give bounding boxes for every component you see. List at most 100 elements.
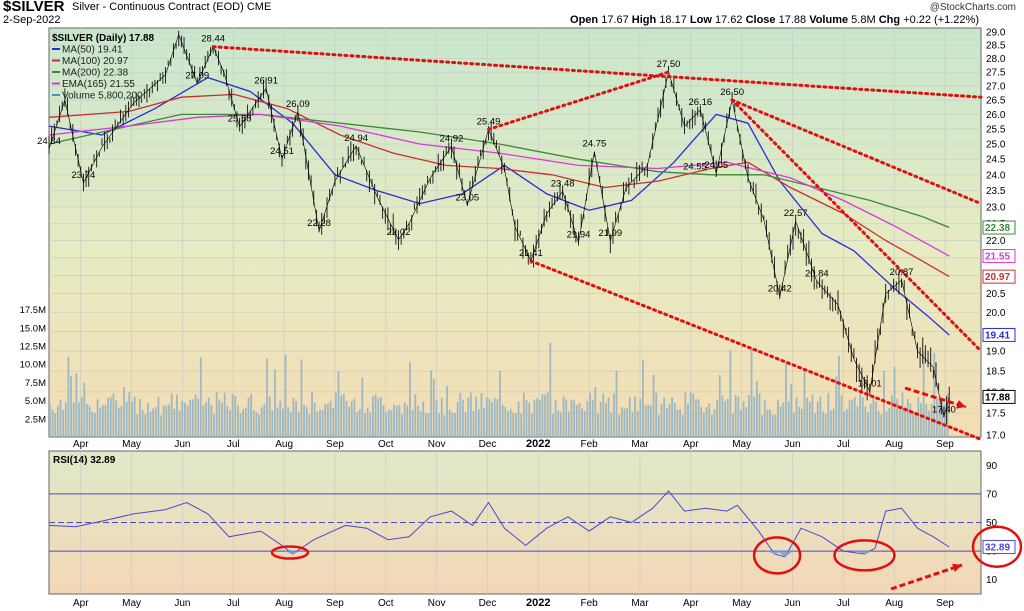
volume-bar: [181, 401, 184, 437]
volume-bar: [864, 406, 867, 437]
volume-bar: [774, 414, 777, 437]
volume-bar: [67, 356, 70, 437]
volume-bar: [520, 413, 523, 437]
volume-bar: [141, 409, 144, 437]
volume-bar: [205, 402, 208, 437]
rsi-x-tick-label: Mar: [631, 598, 649, 609]
price-annotation: 24.84: [37, 136, 61, 147]
chart-date: 2-Sep-2022: [3, 14, 61, 26]
volume-bar: [883, 370, 885, 437]
volume-bar: [350, 401, 353, 437]
volume-bar: [721, 395, 724, 437]
volume-bar: [120, 405, 123, 437]
volume-bar: [184, 402, 186, 437]
volume-label: Volume: [809, 14, 849, 26]
volume-bar: [660, 404, 663, 437]
legend-entry: MA(50) 19.41: [62, 45, 123, 56]
rsi-highlight-circle: [833, 539, 896, 572]
volume-bar: [536, 398, 538, 437]
rsi-x-tick-label: Dec: [479, 598, 497, 609]
volume-bar: [644, 405, 647, 437]
volume-bar: [554, 399, 557, 437]
volume-bar: [488, 398, 491, 437]
volume-bar: [578, 403, 581, 437]
volume-bar: [631, 412, 634, 437]
high-label: High: [631, 14, 657, 26]
x-tick-label: Feb: [581, 439, 599, 450]
volume-bar: [313, 402, 316, 437]
volume-bar: [546, 392, 549, 437]
volume-bar: [766, 409, 769, 437]
y-tick-label: 19.0: [986, 347, 1006, 358]
volume-bar: [308, 413, 311, 437]
x-tick-label: Jul: [227, 439, 240, 450]
volume-bar: [755, 380, 758, 437]
volume-bar: [710, 414, 713, 437]
volume-bar: [896, 398, 899, 437]
volume-bar: [748, 395, 750, 437]
x-tick-label: Aug: [885, 439, 903, 450]
volume-bar: [890, 395, 893, 437]
volume-bar: [806, 397, 809, 437]
volume-bar: [340, 395, 343, 437]
volume-bar: [628, 397, 631, 437]
price-annotation: 28.44: [201, 34, 225, 45]
legend-entry: Volume 5,800,200: [62, 91, 143, 102]
volume-bar: [477, 409, 480, 437]
x-tick-label: 2022: [526, 438, 550, 450]
rsi-x-tick-label: Oct: [378, 598, 394, 609]
y-tick-label: 25.5: [986, 125, 1006, 136]
volume-bar: [321, 410, 324, 437]
low-value: 17.62: [714, 14, 743, 26]
volume-tick-label: 12.5M: [20, 341, 46, 352]
volume-bar: [573, 400, 576, 437]
x-tick-label: Sep: [326, 439, 344, 450]
volume-bar: [72, 402, 75, 437]
volume-bar: [650, 405, 652, 437]
volume-bar: [605, 403, 607, 437]
volume-bar: [808, 401, 811, 437]
volume-bar: [663, 397, 666, 437]
volume-bar: [620, 407, 623, 437]
volume-bar: [512, 412, 515, 437]
volume-bar: [448, 409, 451, 437]
volume-bar: [493, 397, 496, 437]
volume-bar: [379, 396, 382, 437]
volume-bar: [186, 405, 189, 437]
rsi-y-tick-label: 70: [986, 489, 998, 500]
volume-bar: [202, 404, 205, 437]
volume-bar: [803, 368, 806, 437]
volume-bar: [586, 401, 589, 437]
volume-bar: [443, 414, 446, 437]
volume-bar: [750, 349, 753, 437]
series-line-ema-165-: [48, 113, 950, 257]
volume-bar: [869, 403, 872, 437]
volume-bar: [800, 409, 803, 437]
volume-bar: [70, 376, 72, 437]
volume-bar: [64, 402, 67, 437]
y-tick-label: 20.0: [986, 308, 1006, 319]
volume-bar: [139, 398, 141, 437]
volume-bar: [880, 414, 883, 437]
volume-bar: [427, 413, 430, 437]
price-annotation: 26.50: [720, 87, 744, 98]
volume-bar: [178, 410, 181, 437]
y-tick-label: 23.0: [986, 202, 1006, 213]
volume-bar: [160, 415, 163, 437]
volume-bar: [522, 392, 525, 437]
exchange-text: CME: [246, 1, 272, 13]
volume-bar: [276, 407, 279, 437]
volume-bar: [859, 394, 862, 437]
y-tick-label: 27.0: [986, 81, 1006, 92]
volume-bar: [499, 370, 501, 437]
close-label: Close: [745, 14, 776, 26]
volume-bar: [901, 392, 904, 437]
volume-bar: [80, 397, 83, 437]
volume-bar: [832, 408, 835, 437]
rsi-x-tick-label: 2022: [526, 597, 550, 609]
volume-bar: [761, 415, 764, 437]
volume-bar: [626, 408, 629, 437]
volume-bar: [117, 407, 120, 437]
volume-bar: [337, 371, 340, 437]
volume-bar: [552, 413, 554, 437]
